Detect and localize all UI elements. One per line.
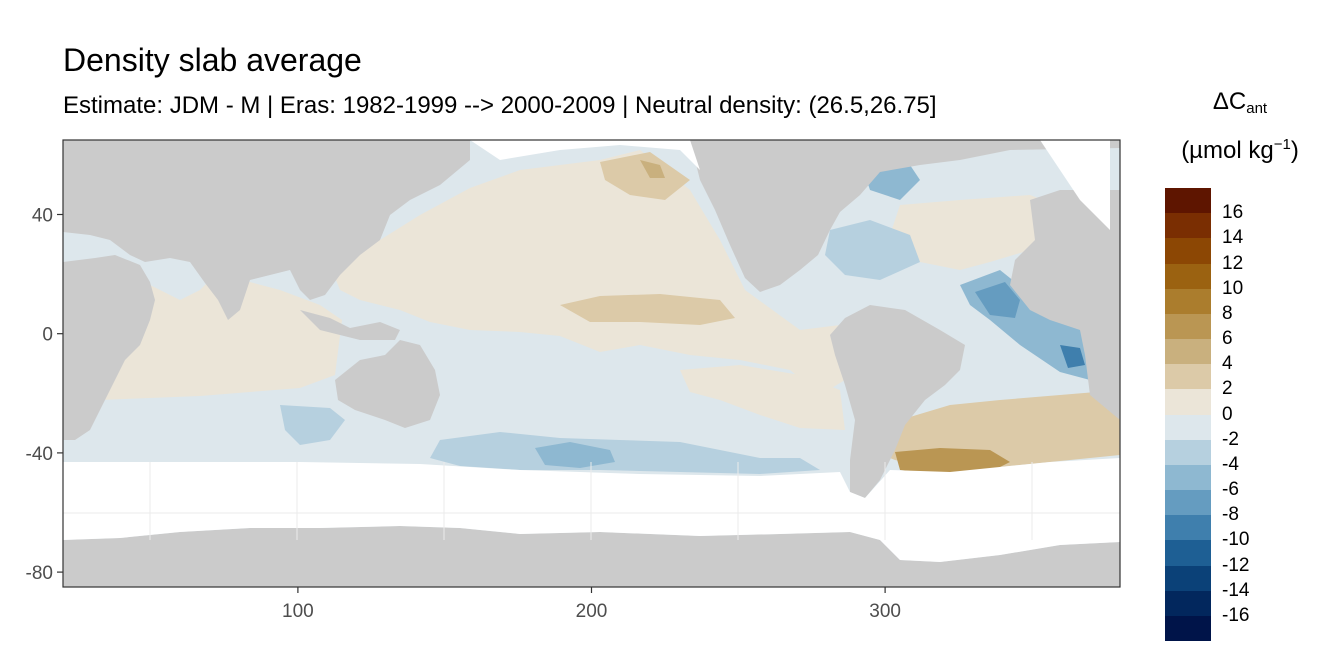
legend-tick-label: -4 [1222, 453, 1239, 475]
x-tick-label: 100 [282, 601, 314, 622]
legend-swatch [1165, 188, 1211, 214]
legend-swatch [1165, 238, 1211, 264]
no-data-hudson [1040, 140, 1110, 230]
legend-units-prefix: (µmol kg [1181, 137, 1274, 164]
anomaly-region-gulf-of-guinea-core [1060, 345, 1085, 368]
legend-units-superscript: −1 [1273, 136, 1291, 153]
legend-units-suffix: ) [1290, 137, 1299, 164]
legend-swatch [1165, 263, 1211, 290]
land-masses [63, 140, 1120, 587]
legend-swatch [1165, 565, 1211, 592]
legend-tick-label: 8 [1222, 302, 1233, 324]
anomaly-region-subantarctic-atlantic [895, 448, 1010, 474]
y-tick-label: 40 [32, 206, 53, 227]
legend-tick-label: -14 [1222, 579, 1250, 601]
x-tick-label: 300 [869, 601, 901, 622]
legend-tick-label: 14 [1222, 227, 1244, 249]
anomaly-region-north-pacific-northeast [600, 152, 690, 200]
anomaly-region-south-pacific-core [535, 442, 615, 468]
legend-tick-label: -8 [1222, 504, 1239, 526]
legend-swatch [1165, 339, 1211, 365]
grid-lines [63, 462, 1120, 540]
legend-swatch [1165, 590, 1211, 617]
legend-tick-label: 0 [1222, 403, 1233, 425]
legend-swatch [1165, 515, 1211, 541]
anomaly-region-west-atlantic [825, 220, 920, 280]
land-australia [335, 340, 440, 428]
plot-subtitle: Estimate: JDM - M | Eras: 1982-1999 --> … [63, 92, 937, 119]
legend-tick-label: 10 [1222, 277, 1244, 299]
legend-swatch [1165, 364, 1211, 390]
legend-tick-label: -10 [1222, 529, 1250, 551]
anomaly-region-south-pacific-east [680, 365, 845, 430]
land-north-america [690, 140, 1120, 292]
legend-tick-label: -12 [1222, 554, 1250, 576]
anomaly-region-north-pacific [330, 150, 845, 395]
legend-swatch [1165, 313, 1211, 340]
legend-tick-label: -6 [1222, 479, 1239, 500]
legend-swatch [1165, 439, 1211, 466]
legend-tick-label: -2 [1222, 428, 1239, 450]
legend-tick-label: 6 [1222, 328, 1233, 349]
legend-title-subscript: ant [1246, 100, 1268, 117]
legend-swatch [1165, 464, 1211, 491]
y-tick-label: 0 [42, 325, 53, 346]
legend-title: ΔCant [1150, 88, 1330, 117]
land-indonesia [300, 310, 400, 340]
legend-swatch [1165, 540, 1211, 566]
y-axis: 40 0 -40 -80 [26, 206, 63, 584]
y-tick-label: -40 [26, 444, 53, 465]
anomaly-region-south-indian [280, 405, 345, 445]
legend-tick-label: 2 [1222, 378, 1233, 400]
y-tick-label: -80 [26, 563, 53, 584]
legend-swatch [1165, 615, 1211, 642]
legend-swatch [1165, 414, 1211, 441]
land-south-america [830, 305, 965, 498]
land-europe-africa [1010, 190, 1120, 420]
legend-swatch [1165, 288, 1211, 315]
legend-tick-label: 4 [1222, 353, 1233, 375]
land-africa-west [63, 140, 155, 440]
legend-colorbar [1165, 188, 1211, 642]
land-eurasia [63, 140, 470, 320]
legend-tick-label: 16 [1222, 202, 1244, 224]
anomaly-region-east-atlantic-core [975, 282, 1020, 318]
x-axis: 100 200 300 [282, 587, 901, 622]
legend-title-main: ΔC [1212, 88, 1247, 115]
legend-swatch [1165, 490, 1211, 516]
anomaly-region-gulf-of-alaska [640, 160, 665, 178]
land-antarctica [63, 526, 1120, 587]
anomaly-region-south-pacific [430, 432, 820, 474]
plot-title: Density slab average [63, 42, 362, 78]
legend-swatch [1165, 389, 1211, 415]
legend-swatch [1165, 213, 1211, 239]
legend-units: (µmol kg−1) [1150, 136, 1330, 165]
legend-tick-label: 12 [1222, 252, 1244, 274]
anomaly-region-north-pacific-band [560, 294, 735, 325]
x-tick-label: 200 [576, 601, 608, 622]
no-data-arctic [470, 140, 700, 170]
legend-tick-label: -16 [1222, 604, 1250, 626]
